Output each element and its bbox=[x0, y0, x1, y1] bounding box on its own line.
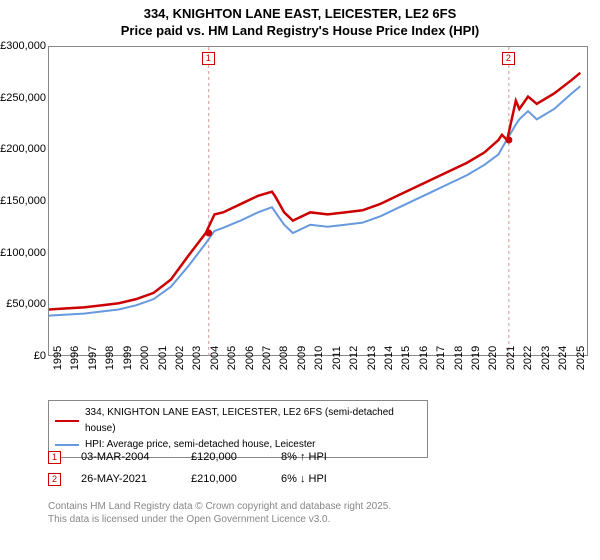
x-tick-label: 2023 bbox=[540, 346, 552, 370]
y-tick-label: £100,000 bbox=[0, 247, 46, 259]
annotation-marker-1: 1 bbox=[48, 451, 61, 464]
chart-marker-1: 1 bbox=[202, 52, 215, 65]
y-tick-label: £0 bbox=[34, 350, 46, 362]
x-tick-label: 2013 bbox=[366, 346, 378, 370]
title-line-1: 334, KNIGHTON LANE EAST, LEICESTER, LE2 … bbox=[0, 6, 600, 23]
footnote-line-1: Contains HM Land Registry data © Crown c… bbox=[48, 500, 391, 513]
chart-title: 334, KNIGHTON LANE EAST, LEICESTER, LE2 … bbox=[0, 0, 600, 40]
x-tick-label: 2018 bbox=[453, 346, 465, 370]
x-tick-label: 2021 bbox=[505, 346, 517, 370]
annotation-row-2: 2 26-MAY-2021 £210,000 6% ↓ HPI bbox=[48, 468, 361, 490]
x-tick-label: 2005 bbox=[226, 346, 238, 370]
y-tick-label: £300,000 bbox=[0, 40, 46, 52]
x-tick-label: 2025 bbox=[575, 346, 587, 370]
chart-svg bbox=[49, 47, 589, 357]
x-tick-label: 2006 bbox=[244, 346, 256, 370]
x-tick-label: 2011 bbox=[331, 346, 343, 370]
annotation-price-2: £210,000 bbox=[191, 473, 261, 485]
chart-marker-2: 2 bbox=[502, 52, 515, 65]
x-tick-label: 2019 bbox=[470, 346, 482, 370]
title-line-2: Price paid vs. HM Land Registry's House … bbox=[0, 23, 600, 40]
legend-item-price: 334, KNIGHTON LANE EAST, LEICESTER, LE2 … bbox=[55, 405, 421, 437]
annotation-delta-2: 6% ↓ HPI bbox=[281, 473, 361, 485]
x-tick-label: 2000 bbox=[139, 346, 151, 370]
annotation-date-1: 03-MAR-2004 bbox=[81, 451, 171, 463]
footnote-line-2: This data is licensed under the Open Gov… bbox=[48, 513, 330, 526]
legend-swatch-price bbox=[55, 420, 79, 422]
annotation-row-1: 1 03-MAR-2004 £120,000 8% ↑ HPI bbox=[48, 446, 361, 468]
y-tick-label: £150,000 bbox=[0, 195, 46, 207]
x-tick-label: 2003 bbox=[191, 346, 203, 370]
x-tick-label: 2017 bbox=[435, 346, 447, 370]
x-tick-label: 2007 bbox=[261, 346, 273, 370]
x-tick-label: 2014 bbox=[383, 346, 395, 370]
x-tick-label: 2008 bbox=[278, 346, 290, 370]
x-tick-label: 2024 bbox=[557, 346, 569, 370]
annotation-price-1: £120,000 bbox=[191, 451, 261, 463]
legend-label-price: 334, KNIGHTON LANE EAST, LEICESTER, LE2 … bbox=[85, 405, 421, 437]
annotation-date-2: 26-MAY-2021 bbox=[81, 473, 171, 485]
x-tick-label: 2015 bbox=[400, 346, 412, 370]
chart-container: 334, KNIGHTON LANE EAST, LEICESTER, LE2 … bbox=[0, 0, 600, 560]
x-tick-label: 2020 bbox=[487, 346, 499, 370]
y-tick-label: £200,000 bbox=[0, 143, 46, 155]
annotation-marker-2: 2 bbox=[48, 473, 61, 486]
x-tick-label: 2001 bbox=[157, 346, 169, 370]
x-tick-label: 1995 bbox=[52, 346, 64, 370]
y-tick-label: £250,000 bbox=[0, 92, 46, 104]
x-tick-label: 2010 bbox=[313, 346, 325, 370]
x-tick-label: 1998 bbox=[104, 346, 116, 370]
x-tick-label: 2009 bbox=[296, 346, 308, 370]
x-tick-label: 1996 bbox=[69, 346, 81, 370]
x-tick-label: 2002 bbox=[174, 346, 186, 370]
annotation-delta-1: 8% ↑ HPI bbox=[281, 451, 361, 463]
annotation-table: 1 03-MAR-2004 £120,000 8% ↑ HPI 2 26-MAY… bbox=[48, 446, 361, 490]
x-tick-label: 1997 bbox=[87, 346, 99, 370]
x-tick-label: 1999 bbox=[122, 346, 134, 370]
plot-area bbox=[48, 46, 588, 356]
x-tick-label: 2022 bbox=[522, 346, 534, 370]
x-tick-label: 2004 bbox=[209, 346, 221, 370]
x-tick-label: 2016 bbox=[418, 346, 430, 370]
y-tick-label: £50,000 bbox=[6, 298, 46, 310]
x-tick-label: 2012 bbox=[348, 346, 360, 370]
